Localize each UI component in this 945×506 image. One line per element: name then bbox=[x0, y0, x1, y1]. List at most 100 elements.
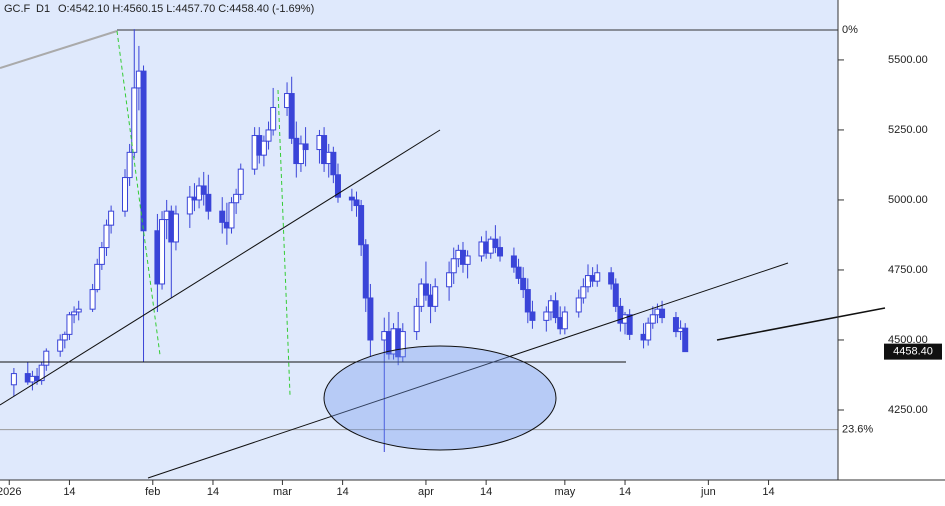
candle-body bbox=[140, 70, 147, 232]
price-label: 4458.40 bbox=[893, 346, 933, 358]
candle-body bbox=[122, 177, 129, 212]
candle-body bbox=[510, 255, 517, 268]
candles bbox=[10, 29, 689, 452]
y-tick-label: 5000.00 bbox=[888, 194, 928, 206]
ellipse bbox=[323, 345, 557, 451]
candle-body bbox=[561, 311, 568, 330]
x-tick-label: 14 bbox=[207, 486, 219, 498]
candle-body bbox=[649, 314, 656, 324]
candle-body bbox=[61, 333, 68, 341]
candle-body bbox=[580, 286, 587, 299]
candle-body bbox=[330, 151, 337, 176]
y-tick-label: 5500.00 bbox=[888, 54, 928, 66]
candle-body bbox=[205, 193, 212, 212]
candle-body bbox=[348, 196, 355, 201]
y-tick-label: 5250.00 bbox=[888, 124, 928, 136]
candle-body bbox=[66, 314, 73, 335]
candle-body bbox=[302, 143, 309, 151]
chart-title: GC.F bbox=[4, 3, 31, 15]
trendline bbox=[0, 129, 441, 406]
drawings bbox=[0, 30, 886, 479]
candle-body bbox=[186, 196, 193, 215]
x-tick-label: jun bbox=[700, 486, 716, 498]
candle-body bbox=[270, 107, 277, 131]
timeframe: D1 bbox=[36, 3, 50, 15]
candle-body bbox=[126, 151, 133, 179]
candle-body bbox=[682, 327, 689, 353]
candle-body bbox=[200, 185, 207, 195]
x-tick-label: 14 bbox=[480, 486, 492, 498]
dashed-line bbox=[277, 89, 291, 396]
candle-body bbox=[321, 135, 328, 165]
candle-body bbox=[131, 87, 138, 153]
price-label-box bbox=[884, 343, 942, 360]
x-tick-label: 14 bbox=[63, 486, 75, 498]
trendline bbox=[716, 307, 886, 341]
candle-body bbox=[552, 300, 559, 319]
candle-body bbox=[297, 143, 304, 165]
candle-body bbox=[575, 297, 582, 313]
candle-body bbox=[464, 255, 471, 265]
candle-body bbox=[612, 283, 619, 307]
candle-body bbox=[103, 224, 110, 249]
candle-body bbox=[260, 140, 267, 156]
candle-body bbox=[288, 93, 295, 139]
candle-body bbox=[237, 168, 244, 195]
candle-body bbox=[71, 311, 78, 316]
candle-body bbox=[228, 202, 235, 229]
candle-body bbox=[334, 174, 341, 198]
candle-body bbox=[399, 331, 406, 358]
candle-body bbox=[446, 272, 453, 288]
candle-body bbox=[75, 308, 82, 313]
x-tick-label: mar bbox=[273, 486, 292, 498]
y-tick-label: 4750.00 bbox=[888, 264, 928, 276]
candle-body bbox=[492, 238, 499, 249]
y-tick-label: 4500.00 bbox=[888, 334, 928, 346]
candle-body bbox=[219, 210, 226, 223]
candle-body bbox=[233, 193, 240, 204]
candle-body bbox=[94, 263, 101, 291]
candle-body bbox=[57, 339, 64, 352]
grid bbox=[0, 29, 838, 431]
y-tick-label: 4250.00 bbox=[888, 404, 928, 416]
candle-body bbox=[367, 297, 374, 341]
candle-body bbox=[515, 266, 522, 279]
candle-body bbox=[108, 210, 115, 226]
candle-body bbox=[672, 317, 679, 333]
candle-body bbox=[543, 311, 550, 321]
dashed-line bbox=[116, 30, 161, 356]
x-tick-label: may bbox=[554, 486, 575, 498]
candle-body bbox=[353, 199, 360, 207]
candle-body bbox=[172, 213, 179, 243]
x-tick-label: 14 bbox=[619, 486, 631, 498]
candle-body bbox=[43, 350, 50, 366]
candle-body bbox=[529, 311, 536, 321]
candle-body bbox=[432, 286, 439, 307]
x-tick-label: 14 bbox=[762, 486, 774, 498]
candle-body bbox=[89, 289, 96, 310]
x-tick-label: 14 bbox=[336, 486, 348, 498]
candle-body bbox=[497, 247, 504, 257]
candle-body bbox=[98, 247, 105, 265]
candle-body bbox=[358, 205, 365, 246]
candle-body bbox=[450, 258, 457, 274]
candle-body bbox=[645, 322, 652, 341]
candle-body bbox=[413, 305, 420, 333]
candle-body bbox=[626, 314, 633, 335]
candle-body bbox=[265, 129, 272, 142]
candle-body bbox=[659, 308, 666, 319]
x-tick-label: 2026 bbox=[0, 486, 22, 498]
candle-body bbox=[38, 364, 45, 382]
trendline bbox=[0, 30, 118, 69]
candle-body bbox=[362, 244, 369, 299]
candle-body bbox=[520, 277, 527, 291]
x-tick-label: apr bbox=[418, 486, 434, 498]
fib-label: 23.6% bbox=[842, 423, 873, 435]
candle-body bbox=[159, 219, 166, 285]
candle-body bbox=[422, 283, 429, 296]
ohlc-label: O:4542.10 H:4560.15 L:4457.70 C:4458.40 … bbox=[58, 3, 314, 15]
x-tick-label: feb bbox=[145, 486, 160, 498]
trendline bbox=[147, 262, 789, 479]
candle-body bbox=[608, 272, 615, 285]
